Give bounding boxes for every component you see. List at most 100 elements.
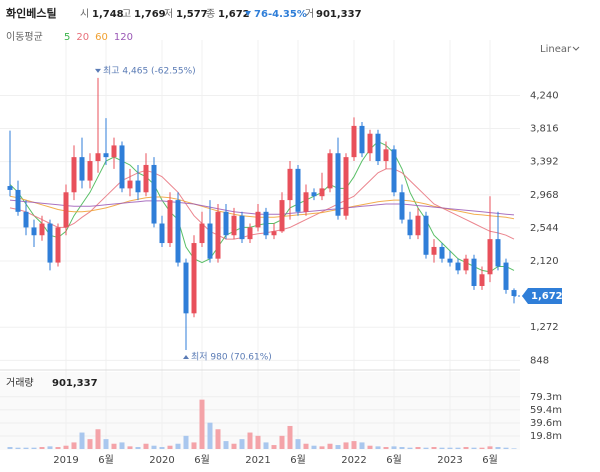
volume-bar — [407, 447, 413, 449]
ma-legend-entry: 5 — [64, 32, 70, 43]
volume-bar — [375, 446, 381, 449]
candle-body — [399, 192, 405, 220]
candle-body — [39, 223, 45, 236]
volume-value: 901,337 — [316, 9, 362, 20]
candle-body — [487, 239, 493, 275]
volume-bar — [311, 445, 317, 449]
moving-average-line — [9, 140, 515, 273]
volume-bar — [111, 443, 117, 449]
candle-body — [271, 231, 277, 236]
ma-legend: 5 20 60 120 — [64, 32, 133, 43]
volume-bar — [31, 447, 37, 449]
candle-body — [127, 180, 133, 189]
volume-bar — [23, 447, 29, 449]
volume-bar — [263, 442, 269, 449]
ma-legend-entry: 60 — [95, 32, 108, 43]
candle-body — [143, 164, 149, 193]
candle-body — [351, 125, 357, 158]
volume-bar — [15, 447, 21, 449]
volume-bar — [351, 441, 357, 449]
volume-bar — [415, 447, 421, 449]
candle-body — [175, 200, 181, 263]
volume-bar — [495, 447, 501, 449]
candle-body — [55, 227, 61, 263]
candle-body — [423, 215, 429, 255]
volume-bar — [303, 443, 309, 449]
volume-bar — [271, 445, 277, 449]
high-label: 고 — [122, 9, 131, 20]
volume-bar — [55, 447, 61, 449]
candle-body — [215, 211, 221, 259]
x-tick-label: 2021 — [245, 455, 270, 466]
close-label: 종 — [206, 8, 215, 20]
scale-toggle[interactable]: Linear — [540, 44, 580, 55]
candle-body — [63, 192, 69, 228]
candle-body — [223, 211, 229, 236]
x-tick-label: 6월 — [482, 454, 498, 466]
volume-bar — [95, 429, 101, 449]
volume-bar — [47, 446, 53, 449]
candle-body — [455, 262, 461, 271]
volume-bar — [503, 447, 509, 449]
candle-body — [511, 290, 517, 296]
volume-bar — [71, 442, 77, 449]
candle-body — [263, 211, 269, 236]
volume-bar — [135, 447, 141, 449]
x-tick-label: 2019 — [53, 455, 78, 466]
dropdown-caret[interactable] — [572, 46, 580, 51]
high-value: 1,769 — [134, 9, 166, 20]
candle-body — [103, 153, 109, 158]
volume-bar — [471, 447, 477, 449]
candle-body — [471, 258, 477, 286]
candle-body — [247, 227, 253, 240]
y-tick-label: 4,240 — [530, 90, 559, 101]
y-tick-label: 2,968 — [530, 190, 559, 201]
volume-bar — [439, 447, 445, 449]
candle-body — [87, 161, 93, 181]
x-tick-label: 6월 — [290, 454, 306, 466]
candle-body — [151, 164, 157, 224]
change-value: 76 — [254, 9, 268, 20]
candle-body — [111, 145, 117, 158]
candle-body — [255, 211, 261, 228]
volume-bar — [151, 445, 157, 449]
x-tick-label: 2020 — [149, 455, 174, 466]
volume-bar — [463, 447, 469, 449]
volume-tick-label: 79.3m — [530, 392, 562, 403]
current-price-label: 1,672 — [531, 291, 563, 302]
scale-label[interactable]: Linear — [540, 44, 572, 55]
volume-title: 거래량 — [6, 377, 34, 389]
volume-bar — [255, 435, 261, 449]
volume-bar — [343, 442, 349, 449]
open-value: 1,748 — [92, 9, 124, 20]
max-annotation: 최고 4,465 (-62.55%) — [103, 65, 196, 76]
stock-name: 화인베스틸 — [6, 6, 57, 20]
ma-legend-entry: 20 — [76, 32, 89, 43]
volume-bar — [383, 447, 389, 449]
candle-body — [495, 239, 501, 267]
volume-bar — [215, 429, 221, 449]
candle-body — [327, 153, 333, 189]
candle-body — [71, 157, 77, 193]
candle-body — [343, 157, 349, 216]
low-label: 저 — [164, 8, 173, 20]
candle-body — [375, 133, 381, 162]
x-tick-label: 2022 — [341, 455, 366, 466]
candle-body — [415, 215, 421, 236]
volume-tick-label: 59.4m — [530, 405, 562, 416]
y-tick-label: 2,544 — [530, 223, 559, 234]
volume-bar — [79, 432, 85, 449]
volume-bar — [119, 442, 125, 449]
volume-bar — [127, 446, 133, 449]
volume-bar — [279, 435, 285, 449]
x-tick-label: 6월 — [98, 454, 114, 466]
volume-bar — [399, 447, 405, 449]
volume-tick-label: 19.8m — [530, 431, 562, 442]
candle-body — [191, 243, 197, 314]
max-marker — [95, 68, 101, 73]
candle-body — [431, 246, 437, 255]
open-label: 시 — [80, 8, 89, 20]
candle-body — [231, 215, 237, 236]
volume-bar — [511, 448, 517, 449]
